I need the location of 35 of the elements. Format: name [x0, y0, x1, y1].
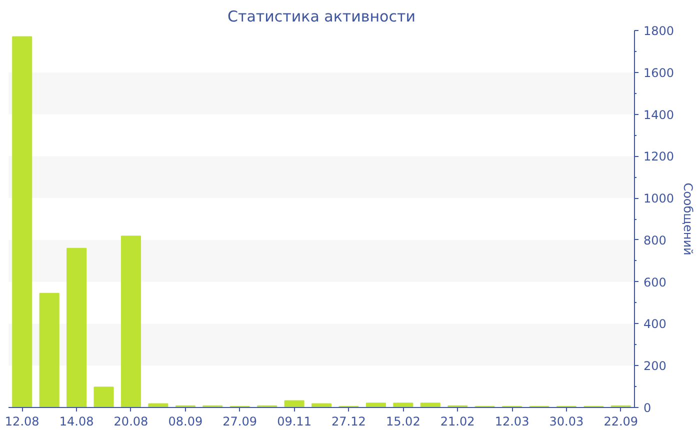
y-axis-title: Сообщений [681, 182, 696, 256]
y-tick-label: 800 [644, 233, 666, 248]
x-tick-label: 09.11 [277, 414, 312, 428]
x-tick-label: 21.02 [440, 414, 475, 428]
x-tick-label: 20.08 [114, 414, 148, 428]
bar [148, 403, 168, 408]
bar [94, 386, 114, 408]
bar [393, 402, 414, 408]
x-tick-label: 12.08 [4, 414, 40, 428]
y-tick-label: 1800 [644, 24, 674, 38]
x-tick-label: 08.09 [168, 414, 203, 428]
bar [12, 36, 32, 408]
bar [366, 402, 386, 408]
x-tick-label: 27.12 [332, 414, 366, 428]
x-tick-label: 22.09 [604, 414, 638, 428]
y-tick-label: 400 [644, 317, 666, 332]
y-tick-label: 1400 [644, 108, 674, 122]
y-tick-label: 1000 [644, 192, 674, 206]
x-tick-label: 15.02 [386, 414, 420, 428]
y-tick-label: 600 [644, 275, 666, 290]
bar [120, 236, 142, 408]
x-tick-label: 27.09 [222, 414, 258, 428]
y-tick-label: 200 [644, 359, 666, 374]
y-tick-label: 0 [644, 401, 652, 415]
x-tick-label: 14.08 [59, 414, 94, 428]
bar [66, 248, 87, 408]
chart-title: Статистика активности [228, 8, 416, 26]
bar [284, 400, 304, 408]
bar [420, 402, 440, 408]
x-tick-label: 12.03 [494, 414, 530, 428]
y-tick-label: 1600 [644, 66, 674, 80]
x-tick-label: 30.03 [549, 414, 584, 428]
bar [39, 292, 60, 408]
y-tick-label: 1200 [644, 150, 674, 164]
bar [311, 403, 332, 408]
